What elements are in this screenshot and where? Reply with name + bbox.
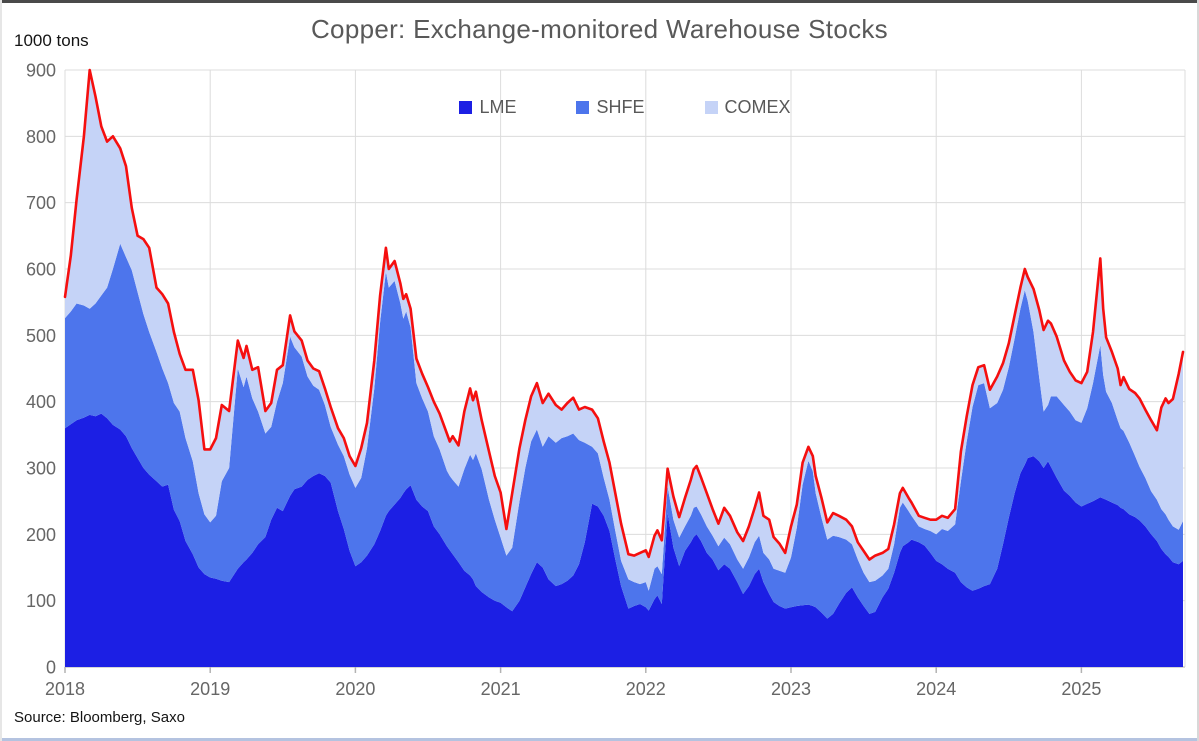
comex-swatch-icon: [704, 101, 718, 114]
legend-label-shfe: SHFE: [596, 97, 645, 117]
x-tick-label: 2025: [1061, 679, 1101, 699]
window-bottom-border: [0, 738, 1199, 741]
area-shfe: [65, 243, 1183, 619]
window-right-border: [1197, 0, 1199, 741]
x-tick-label: 2018: [45, 679, 85, 699]
y-tick-label: 700: [26, 193, 56, 213]
legend-item-comex: COMEX: [704, 97, 791, 118]
legend-item-lme: LME: [459, 97, 516, 118]
total-line: [63, 68, 1185, 561]
y-tick-label: 200: [26, 525, 56, 545]
y-tick-label: 400: [26, 392, 56, 412]
window-top-border: [0, 0, 1199, 3]
source-attribution: Source: Bloomberg, Saxo: [14, 709, 185, 726]
y-tick-label: 100: [26, 591, 56, 611]
x-tick-label: 2022: [626, 679, 666, 699]
x-tick-label: 2019: [190, 679, 230, 699]
y-tick-label: 500: [26, 326, 56, 346]
chart-legend: LME SHFE COMEX: [65, 97, 1185, 118]
chart-title: Copper: Exchange-monitored Warehouse Sto…: [310, 14, 888, 44]
x-tick-label: 2020: [335, 679, 375, 699]
legend-item-shfe: SHFE: [576, 97, 645, 118]
y-tick-label: 300: [26, 459, 56, 479]
y-axis-unit-label: 1000 tons: [14, 31, 89, 50]
area-lme: [65, 413, 1183, 667]
y-tick-label: 0: [46, 658, 56, 678]
window-left-border: [0, 0, 2, 741]
lme-swatch-icon: [459, 101, 473, 114]
x-tick-label: 2023: [771, 679, 811, 699]
shfe-swatch-icon: [576, 101, 590, 114]
y-tick-label: 600: [26, 260, 56, 280]
legend-label-comex: COMEX: [724, 97, 791, 117]
legend-label-lme: LME: [479, 97, 517, 117]
y-tick-label: 800: [26, 127, 56, 147]
y-tick-label: 900: [26, 61, 56, 81]
x-tick-label: 2021: [481, 679, 521, 699]
x-tick-label: 2024: [916, 679, 956, 699]
